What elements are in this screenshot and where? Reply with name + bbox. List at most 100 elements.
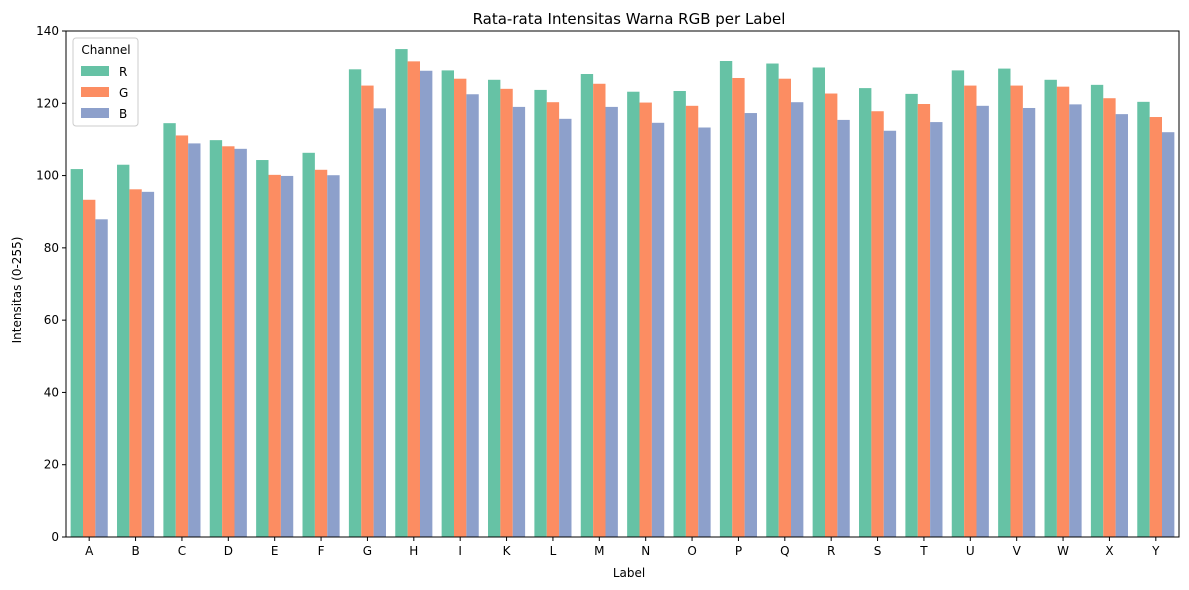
bar-g-y [1149, 117, 1162, 538]
bar-g-f [314, 169, 328, 537]
x-tick-label: N [641, 544, 650, 558]
bar-r-h [395, 49, 408, 537]
bar-r-c [163, 123, 176, 538]
x-tick-label: H [409, 544, 418, 558]
bar-g-b [129, 189, 142, 537]
bar-g-v [1010, 85, 1023, 537]
legend-swatch-b [81, 108, 109, 118]
bar-b-q [790, 102, 804, 538]
bar-r-k [488, 79, 501, 538]
legend-label-g: G [119, 86, 128, 100]
bar-b-d [234, 148, 247, 537]
x-tick-label: L [550, 544, 557, 558]
bar-b-u [976, 105, 989, 538]
bar-g-e [268, 174, 281, 537]
bar-b-i [466, 94, 479, 537]
bar-b-x [1115, 114, 1128, 537]
bar-r-n [627, 91, 640, 537]
bar-g-w [1056, 86, 1070, 537]
bar-g-s [871, 111, 884, 537]
legend-label-r: R [119, 65, 127, 79]
bar-r-l [534, 89, 547, 538]
bar-g-q [778, 78, 791, 538]
bar-r-d [209, 140, 223, 537]
bar-g-i [454, 78, 467, 538]
bar-b-t [930, 122, 943, 537]
legend-box [72, 37, 139, 127]
legend-swatch-g [81, 87, 109, 97]
bar-g-n [639, 102, 652, 537]
bar-b-e [280, 175, 294, 537]
bar-r-v [998, 68, 1011, 538]
y-tick-label: 80 [44, 241, 59, 255]
bar-r-b [117, 164, 130, 537]
y-tick-label: 40 [44, 385, 59, 399]
chart-title: Rata-rata Intensitas Warna RGB per Label [473, 10, 786, 28]
x-tick-label: D [224, 544, 233, 558]
x-tick-label: E [271, 544, 279, 558]
y-tick-label: 100 [36, 169, 59, 183]
bar-r-g [348, 69, 362, 537]
x-tick-label: P [735, 544, 742, 558]
bar-b-c [188, 143, 201, 537]
bar-r-s [859, 88, 872, 537]
bar-g-a [83, 199, 96, 537]
legend-label-b: B [119, 107, 127, 121]
x-tick-label: A [85, 544, 94, 558]
x-axis-label: Label [613, 566, 645, 580]
bars-group [70, 49, 1175, 538]
bar-g-d [222, 146, 235, 537]
x-tick-label: B [131, 544, 139, 558]
bar-g-o [685, 105, 699, 538]
y-tick-label: 20 [44, 458, 59, 472]
bar-r-r [812, 67, 826, 538]
bar-b-b [141, 191, 155, 538]
bar-b-a [95, 219, 108, 537]
bar-r-o [673, 90, 686, 538]
bar-b-r [837, 119, 850, 537]
bar-b-l [559, 118, 572, 537]
bar-b-k [512, 106, 526, 538]
bar-b-g [373, 108, 386, 538]
bar-b-n [651, 122, 665, 537]
x-tick-label: O [687, 544, 696, 558]
legend-items: RGB [81, 65, 128, 121]
bar-b-w [1069, 104, 1082, 538]
x-tick-label: I [458, 544, 462, 558]
x-tick-label: Q [780, 544, 789, 558]
x-tick-label: Y [1151, 544, 1160, 558]
bar-b-v [1022, 107, 1036, 537]
x-tick-label: F [318, 544, 325, 558]
x-tick-label: R [827, 544, 835, 558]
x-tick-label: X [1105, 544, 1113, 558]
bar-g-m [593, 83, 606, 538]
bar-r-f [302, 152, 315, 537]
bar-b-f [327, 175, 340, 537]
plot-frame [65, 30, 1180, 538]
bar-r-m [580, 74, 594, 537]
bar-b-y [1161, 132, 1175, 537]
bar-g-c [175, 135, 189, 537]
bar-r-w [1044, 79, 1057, 538]
bar-r-y [1137, 101, 1150, 537]
bar-r-x [1090, 84, 1104, 538]
x-tick-label: W [1057, 544, 1069, 558]
x-tick-label: S [874, 544, 882, 558]
bar-b-s [883, 130, 897, 538]
bar-r-e [256, 160, 269, 537]
bar-b-h [419, 70, 433, 537]
bar-g-h [407, 61, 420, 538]
axes-group: 0 20 40 60 80 100 120 140 A B C D E F G H I K L M N O P Q R S T U V W… [36, 24, 1180, 558]
bar-g-x [1103, 98, 1116, 538]
bar-r-q [766, 63, 779, 538]
bar-g-u [964, 85, 977, 537]
legend: Channel RGB [72, 37, 139, 127]
x-tick-label: V [1013, 544, 1022, 558]
bar-g-g [361, 85, 374, 537]
bar-b-o [698, 127, 711, 537]
bar-b-p [744, 113, 757, 538]
bar-r-u [951, 70, 965, 537]
y-tick-label: 0 [51, 530, 59, 544]
bar-g-r [825, 93, 838, 537]
bar-b-m [605, 106, 618, 538]
